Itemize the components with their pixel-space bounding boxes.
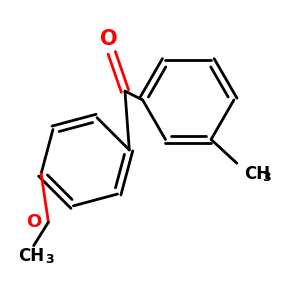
Text: O: O — [26, 213, 41, 231]
Text: 3: 3 — [262, 171, 271, 184]
Text: 3: 3 — [45, 253, 53, 266]
Text: CH: CH — [18, 247, 44, 265]
Text: CH: CH — [244, 165, 270, 183]
Text: O: O — [100, 29, 118, 49]
